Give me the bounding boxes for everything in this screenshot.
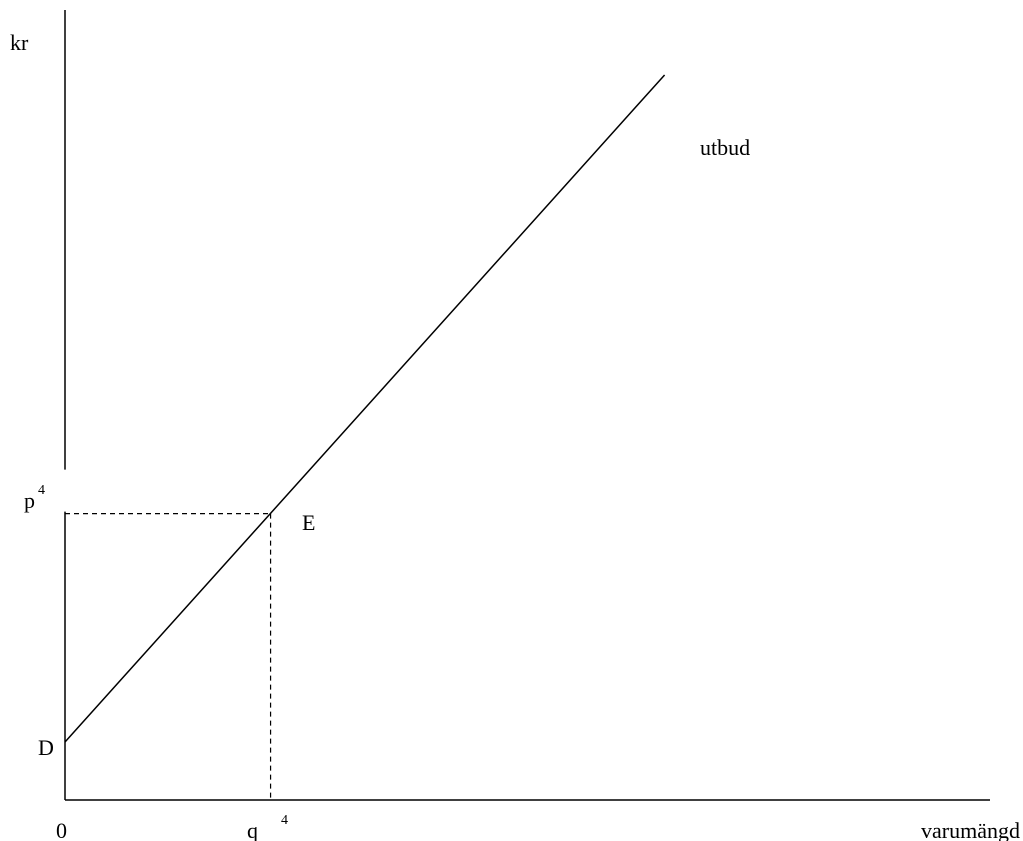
origin-label: 0 xyxy=(56,818,67,841)
series-label-utbud: utbud xyxy=(700,135,750,160)
y-axis-label: kr xyxy=(10,30,29,55)
x-axis-label: varumängd xyxy=(921,818,1020,841)
quantity-tick-sup: 4 xyxy=(281,813,288,828)
price-label-background xyxy=(63,469,67,512)
point-label-d: D xyxy=(38,735,54,760)
quantity-tick-label: q xyxy=(247,818,258,841)
series-line-utbud xyxy=(64,74,666,743)
price-tick-sup: 4 xyxy=(38,483,45,498)
point-label-e: E xyxy=(302,510,315,535)
price-tick-label: p xyxy=(24,488,35,513)
